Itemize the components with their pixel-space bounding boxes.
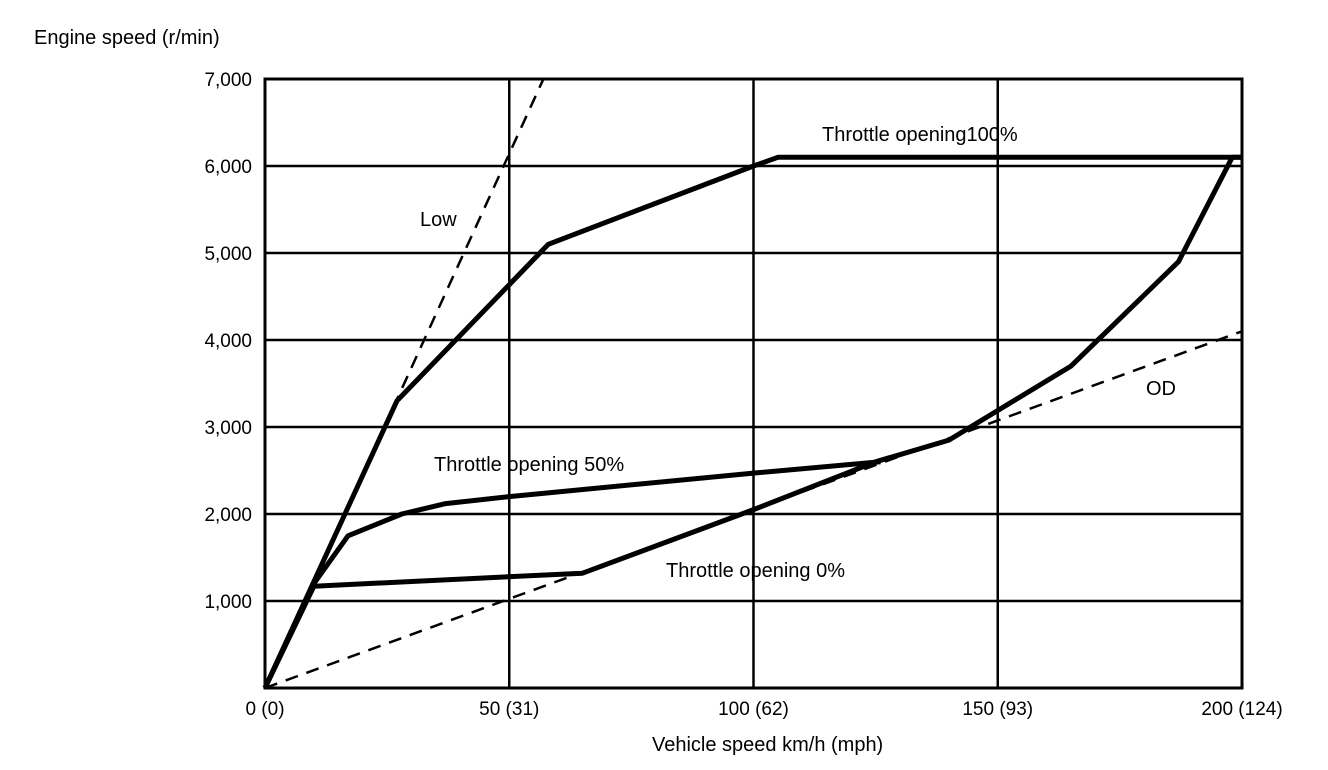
series-line-od bbox=[264, 330, 1243, 690]
x-tick-label: 150 (93) bbox=[962, 699, 1033, 720]
x-tick-label: 200 (124) bbox=[1201, 699, 1282, 720]
series-line-low bbox=[263, 78, 545, 689]
x-tick-label: 50 (31) bbox=[479, 699, 539, 720]
y-tick-label: 4,000 bbox=[204, 331, 252, 352]
x-axis-title: Vehicle speed km/h (mph) bbox=[652, 734, 884, 756]
y-tick-label: 2,000 bbox=[204, 505, 252, 526]
x-tick-label: 0 (0) bbox=[245, 699, 284, 720]
y-tick-label: 3,000 bbox=[204, 418, 252, 439]
series-line-throttle-opening100- bbox=[262, 154, 1242, 690]
tick-labels: 1,000 2,000 3,000 4,000 5,000 6,000 7,000 0 (0)… bbox=[204, 70, 1282, 720]
plot-frame bbox=[263, 77, 1244, 690]
y-axis-title: Engine speed (r/min) bbox=[34, 27, 220, 49]
series-line-throttle-opening-50- bbox=[262, 459, 881, 690]
label-throttle-0: Throttle opening 0% bbox=[666, 560, 845, 582]
series-labels: Throttle opening100% Throttle opening 50… bbox=[420, 124, 1176, 582]
y-tick-label: 6,000 bbox=[204, 157, 252, 178]
x-tick-label: 100 (62) bbox=[718, 699, 789, 720]
label-throttle-100: Throttle opening100% bbox=[822, 124, 1018, 146]
series-lines bbox=[262, 78, 1243, 690]
label-od: OD bbox=[1146, 378, 1176, 400]
y-tick-label: 7,000 bbox=[204, 70, 252, 91]
label-low: Low bbox=[420, 209, 457, 231]
label-throttle-50: Throttle opening 50% bbox=[434, 454, 624, 476]
y-tick-label: 5,000 bbox=[204, 244, 252, 265]
y-tick-label: 1,000 bbox=[204, 592, 252, 613]
